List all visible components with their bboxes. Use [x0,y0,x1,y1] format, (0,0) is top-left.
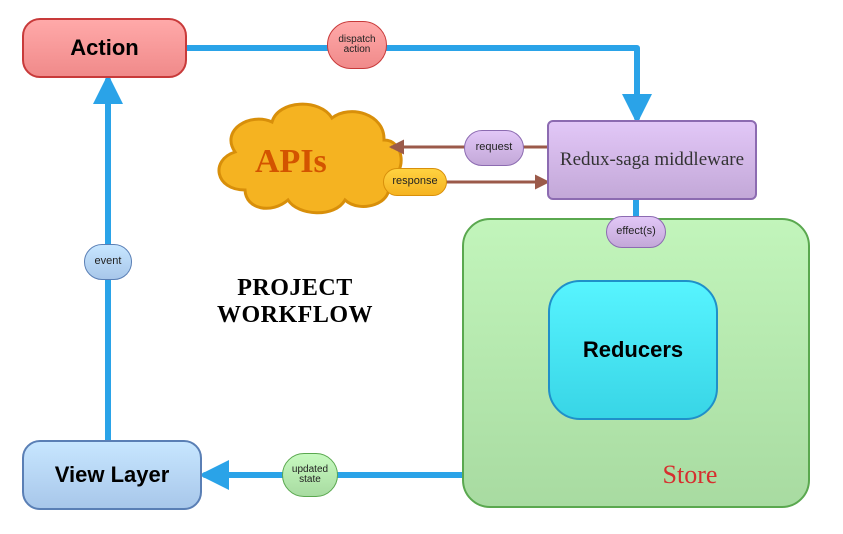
view-layer-label: View Layer [55,461,170,489]
middleware-box: Redux-saga middleware [547,120,757,200]
diagram-title: PROJECT WORKFLOW [180,275,410,345]
badge-dispatch-action: dispatch action [327,21,387,69]
diagram-title-line1: PROJECT [180,275,410,302]
badge-request-label: request [476,142,513,154]
diagram-title-line2: WORKFLOW [180,302,410,329]
apis-label: APIs [255,143,327,181]
action-box: Action [22,18,187,78]
badge-updated-state: updated state [282,453,338,497]
edge-action-to-middleware [187,48,637,118]
badge-effects: effect(s) [606,216,666,248]
badge-event-label: event [95,256,122,268]
store-label: Store [630,457,750,493]
badge-request: request [464,130,524,166]
reducers-label: Reducers [583,336,683,364]
badge-effects-label: effect(s) [616,226,656,238]
view-layer-box: View Layer [22,440,202,510]
badge-event: event [84,244,132,280]
badge-dispatch-line2: action [338,45,375,56]
badge-response-label: response [392,176,437,188]
middleware-label: Redux-saga middleware [560,148,744,172]
reducers-box: Reducers [548,280,718,420]
badge-response: response [383,168,447,196]
diagram-stage: { "canvas": { "width": 843, "height": 53… [0,0,843,534]
action-label: Action [70,34,138,62]
badge-updated-line2: state [292,475,328,486]
